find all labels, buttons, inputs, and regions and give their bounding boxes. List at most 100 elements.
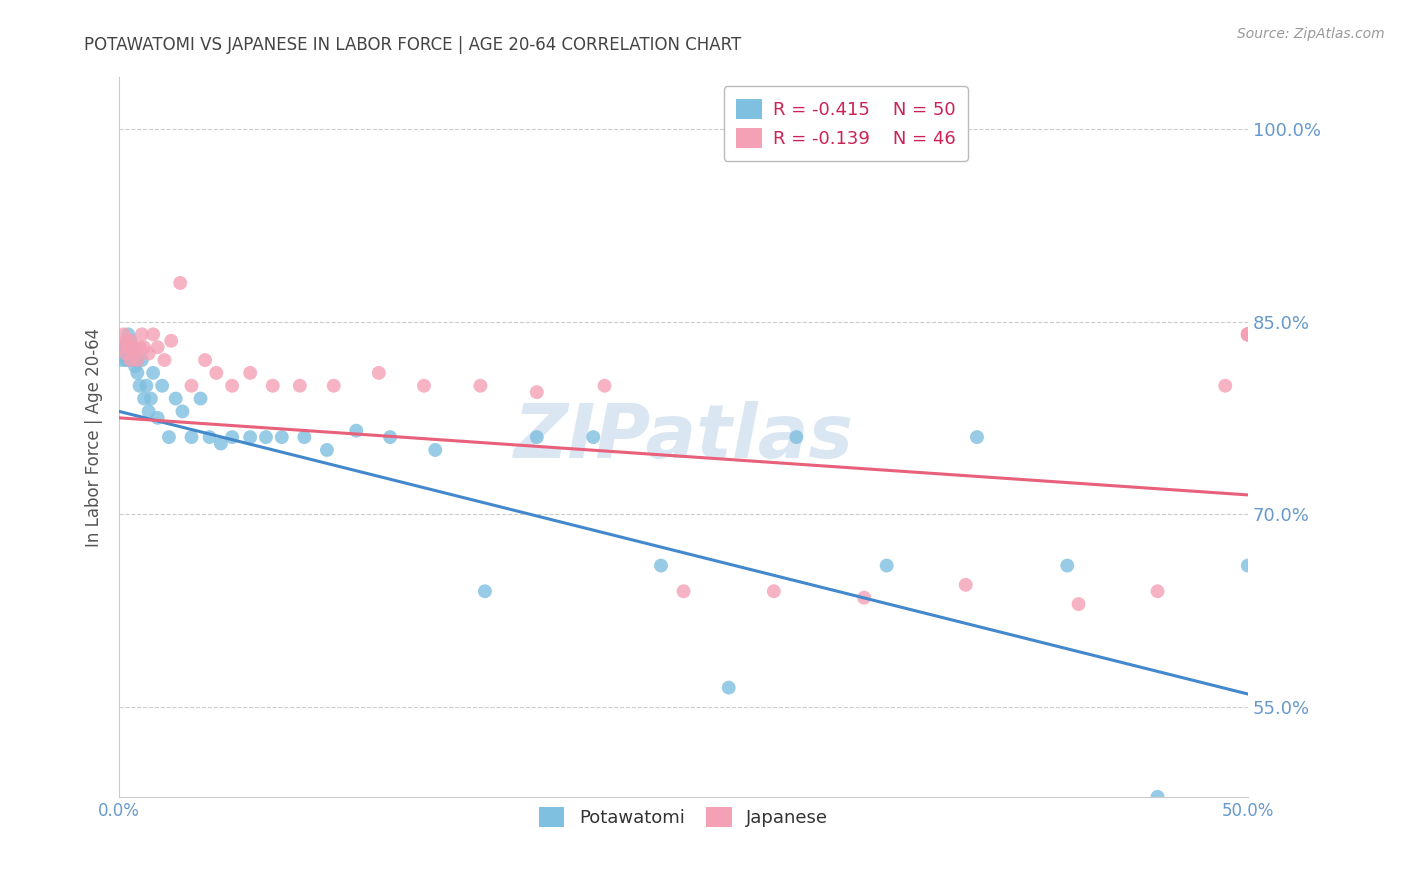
- Point: [124, 346, 146, 360]
- Point: [205, 366, 228, 380]
- Point: [209, 436, 232, 450]
- Point: [153, 353, 176, 368]
- Point: [1146, 789, 1168, 804]
- Point: [413, 378, 436, 392]
- Point: [117, 353, 139, 368]
- Point: [121, 353, 143, 368]
- Point: [132, 392, 155, 406]
- Point: [1237, 327, 1260, 342]
- Point: [470, 378, 492, 392]
- Point: [131, 327, 153, 342]
- Point: [582, 430, 605, 444]
- Point: [180, 378, 202, 392]
- Point: [288, 378, 311, 392]
- Point: [221, 430, 243, 444]
- Point: [135, 378, 157, 392]
- Point: [966, 430, 988, 444]
- Point: [1213, 378, 1236, 392]
- Point: [131, 353, 153, 368]
- Point: [127, 353, 149, 368]
- Point: [316, 442, 339, 457]
- Point: [1067, 597, 1090, 611]
- Point: [762, 584, 785, 599]
- Point: [1056, 558, 1078, 573]
- Point: [124, 359, 146, 374]
- Point: [1237, 327, 1260, 342]
- Point: [160, 334, 183, 348]
- Point: [115, 353, 138, 368]
- Point: [1237, 327, 1260, 342]
- Point: [593, 378, 616, 392]
- Point: [112, 327, 135, 342]
- Point: [1237, 558, 1260, 573]
- Point: [190, 392, 212, 406]
- Legend: Potawatomi, Japanese: Potawatomi, Japanese: [531, 800, 835, 835]
- Point: [526, 385, 548, 400]
- Point: [138, 404, 160, 418]
- Point: [955, 578, 977, 592]
- Point: [117, 340, 139, 354]
- Point: [1237, 327, 1260, 342]
- Point: [120, 346, 142, 360]
- Point: [1146, 584, 1168, 599]
- Point: [138, 346, 160, 360]
- Point: [120, 353, 142, 368]
- Point: [650, 558, 672, 573]
- Point: [121, 340, 143, 354]
- Point: [270, 430, 292, 444]
- Point: [124, 346, 146, 360]
- Point: [165, 392, 187, 406]
- Point: [146, 410, 169, 425]
- Point: [121, 340, 143, 354]
- Point: [1237, 327, 1260, 342]
- Point: [378, 430, 401, 444]
- Point: [169, 276, 191, 290]
- Point: [853, 591, 876, 605]
- Point: [526, 430, 548, 444]
- Point: [128, 340, 150, 354]
- Point: [120, 334, 142, 348]
- Point: [142, 366, 165, 380]
- Point: [139, 392, 162, 406]
- Point: [132, 340, 155, 354]
- Point: [115, 340, 138, 354]
- Point: [262, 378, 284, 392]
- Point: [117, 327, 139, 342]
- Point: [672, 584, 695, 599]
- Point: [221, 378, 243, 392]
- Point: [292, 430, 315, 444]
- Point: [180, 430, 202, 444]
- Y-axis label: In Labor Force | Age 20-64: In Labor Force | Age 20-64: [86, 327, 103, 547]
- Point: [115, 334, 138, 348]
- Point: [115, 346, 138, 360]
- Point: [110, 353, 132, 368]
- Text: ZIPatlas: ZIPatlas: [513, 401, 853, 474]
- Point: [474, 584, 496, 599]
- Point: [1237, 327, 1260, 342]
- Point: [876, 558, 898, 573]
- Point: [127, 366, 149, 380]
- Point: [150, 378, 173, 392]
- Point: [112, 340, 135, 354]
- Point: [142, 327, 165, 342]
- Point: [239, 430, 262, 444]
- Point: [322, 378, 344, 392]
- Point: [157, 430, 180, 444]
- Point: [785, 430, 807, 444]
- Point: [110, 340, 132, 354]
- Point: [239, 366, 262, 380]
- Point: [254, 430, 277, 444]
- Point: [194, 353, 217, 368]
- Point: [146, 340, 169, 354]
- Point: [172, 404, 194, 418]
- Point: [198, 430, 221, 444]
- Point: [127, 353, 149, 368]
- Text: POTAWATOMI VS JAPANESE IN LABOR FORCE | AGE 20-64 CORRELATION CHART: POTAWATOMI VS JAPANESE IN LABOR FORCE | …: [84, 36, 741, 54]
- Point: [128, 378, 150, 392]
- Point: [717, 681, 740, 695]
- Point: [120, 334, 142, 348]
- Text: Source: ZipAtlas.com: Source: ZipAtlas.com: [1237, 27, 1385, 41]
- Point: [1237, 327, 1260, 342]
- Point: [367, 366, 389, 380]
- Point: [344, 424, 367, 438]
